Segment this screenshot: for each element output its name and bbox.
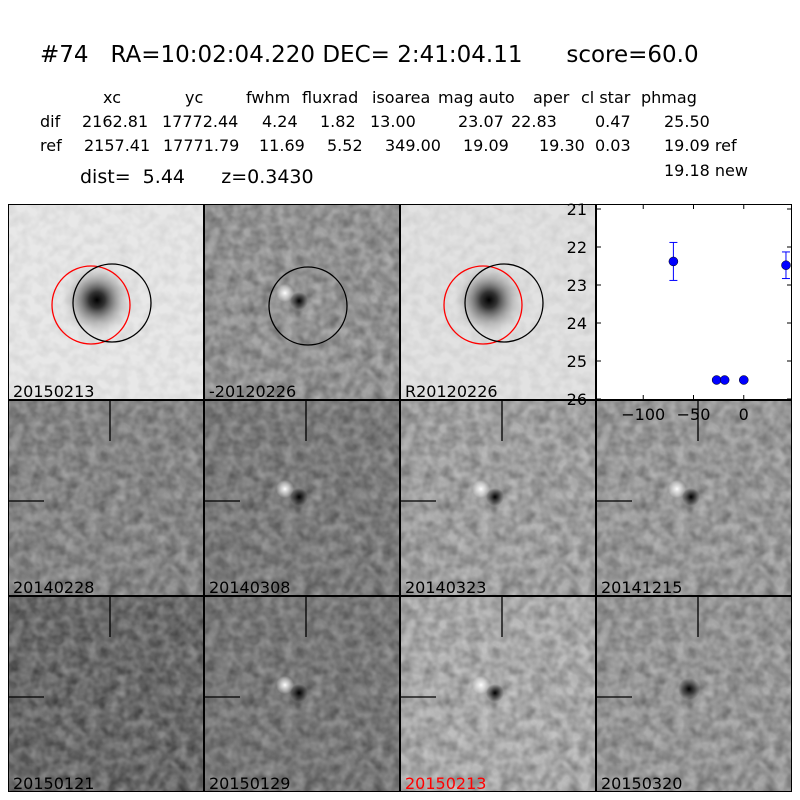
column-header: fluxrad xyxy=(302,88,359,107)
stamp-date-label: 20150121 xyxy=(13,774,95,792)
stamp-date-label: R20120226 xyxy=(405,382,498,400)
image-stamp: -20120226 xyxy=(204,204,400,400)
table-cell: 13.00 xyxy=(370,112,416,131)
plot-frame xyxy=(596,204,792,400)
y-tick-label: 24 xyxy=(567,314,587,333)
y-tick-label: 23 xyxy=(567,276,587,295)
y-tick-label: 26 xyxy=(567,390,587,409)
phmag-new: 19.18 new xyxy=(664,161,748,180)
x-tick-label: −50 xyxy=(677,405,711,424)
table-cell: 25.50 xyxy=(664,112,710,131)
table-cell: 2162.81 xyxy=(82,112,149,131)
table-cell: 19.30 xyxy=(539,136,585,155)
image-stamp: R20120226 xyxy=(400,204,596,400)
ref-circle xyxy=(51,265,131,345)
table-cell: 1.82 xyxy=(320,112,356,131)
data-point xyxy=(739,375,749,385)
table-cell: 4.24 xyxy=(262,112,298,131)
stamp-date-label: 20140323 xyxy=(405,578,487,596)
column-header: mag auto xyxy=(438,88,515,107)
column-header: aper xyxy=(533,88,570,107)
stamp-date-label: 20140308 xyxy=(209,578,291,596)
lightcurve-plot: 21 22 23 24 25 26 −100 −50 0 xyxy=(567,200,792,424)
table-cell: 5.52 xyxy=(327,136,363,155)
row-label: dif xyxy=(40,112,61,131)
data-point xyxy=(668,256,679,267)
image-stamp: 20150213 xyxy=(400,596,596,792)
table-cell: 17771.79 xyxy=(163,136,240,155)
image-stamp: 20141215 xyxy=(596,400,792,596)
table-cell: 2157.41 xyxy=(84,136,151,155)
row-label: ref xyxy=(40,136,62,155)
stamp-grid: 20150213 -20120226 R20120226 20140228 201403… xyxy=(8,204,792,792)
image-stamp: 20140228 xyxy=(8,400,204,596)
table-cell: 23.07 xyxy=(458,112,504,131)
image-stamp: 20150213 xyxy=(8,204,204,400)
table-cell: 17772.44 xyxy=(162,112,239,131)
stamp-date-label: 20150320 xyxy=(601,774,683,792)
x-tick-label: 0 xyxy=(739,405,749,424)
data-point xyxy=(711,375,722,385)
dist-z-line: dist= 5.44 z=0.3430 xyxy=(80,166,314,188)
stamp-date-label: 20140228 xyxy=(13,578,95,596)
image-stamp: 20150129 xyxy=(204,596,400,792)
stamp-date-label: 20150129 xyxy=(209,774,291,792)
new-circle xyxy=(72,263,152,343)
stamp-date-label: 20150213 xyxy=(405,774,487,792)
image-stamp: 20140308 xyxy=(204,400,400,596)
y-tick-label: 22 xyxy=(567,238,587,257)
image-stamp: 20150320 xyxy=(596,596,792,792)
table-cell: 22.83 xyxy=(511,112,557,131)
page-title: #74 RA=10:02:04.220 DEC= 2:41:04.11 scor… xyxy=(40,42,699,68)
data-point xyxy=(781,260,791,270)
y-tick-label: 25 xyxy=(567,352,587,371)
column-header: isoarea xyxy=(372,88,431,107)
data-point xyxy=(719,375,730,385)
y-tick-label: 21 xyxy=(567,200,587,219)
image-stamp: 20150121 xyxy=(8,596,204,792)
stamp-date-label: -20120226 xyxy=(209,382,297,400)
table-cell: 0.03 xyxy=(595,136,631,155)
stamp-date-label: 20150213 xyxy=(13,382,95,400)
column-header: phmag xyxy=(641,88,697,107)
new-circle xyxy=(268,266,348,346)
column-header: fwhm xyxy=(246,88,291,107)
column-header: yc xyxy=(185,88,204,107)
table-cell: 349.00 xyxy=(385,136,441,155)
stamp-date-label: 20141215 xyxy=(601,578,683,596)
image-stamp: 20140323 xyxy=(400,400,596,596)
table-cell: 19.09 ref xyxy=(664,136,737,155)
table-cell: 11.69 xyxy=(259,136,305,155)
column-header: cl star xyxy=(581,88,631,107)
new-circle xyxy=(464,263,544,343)
x-tick-label: −100 xyxy=(621,405,665,424)
table-cell: 0.47 xyxy=(595,112,631,131)
column-header: xc xyxy=(103,88,121,107)
table-cell: 19.09 xyxy=(463,136,509,155)
ref-circle xyxy=(443,265,523,345)
